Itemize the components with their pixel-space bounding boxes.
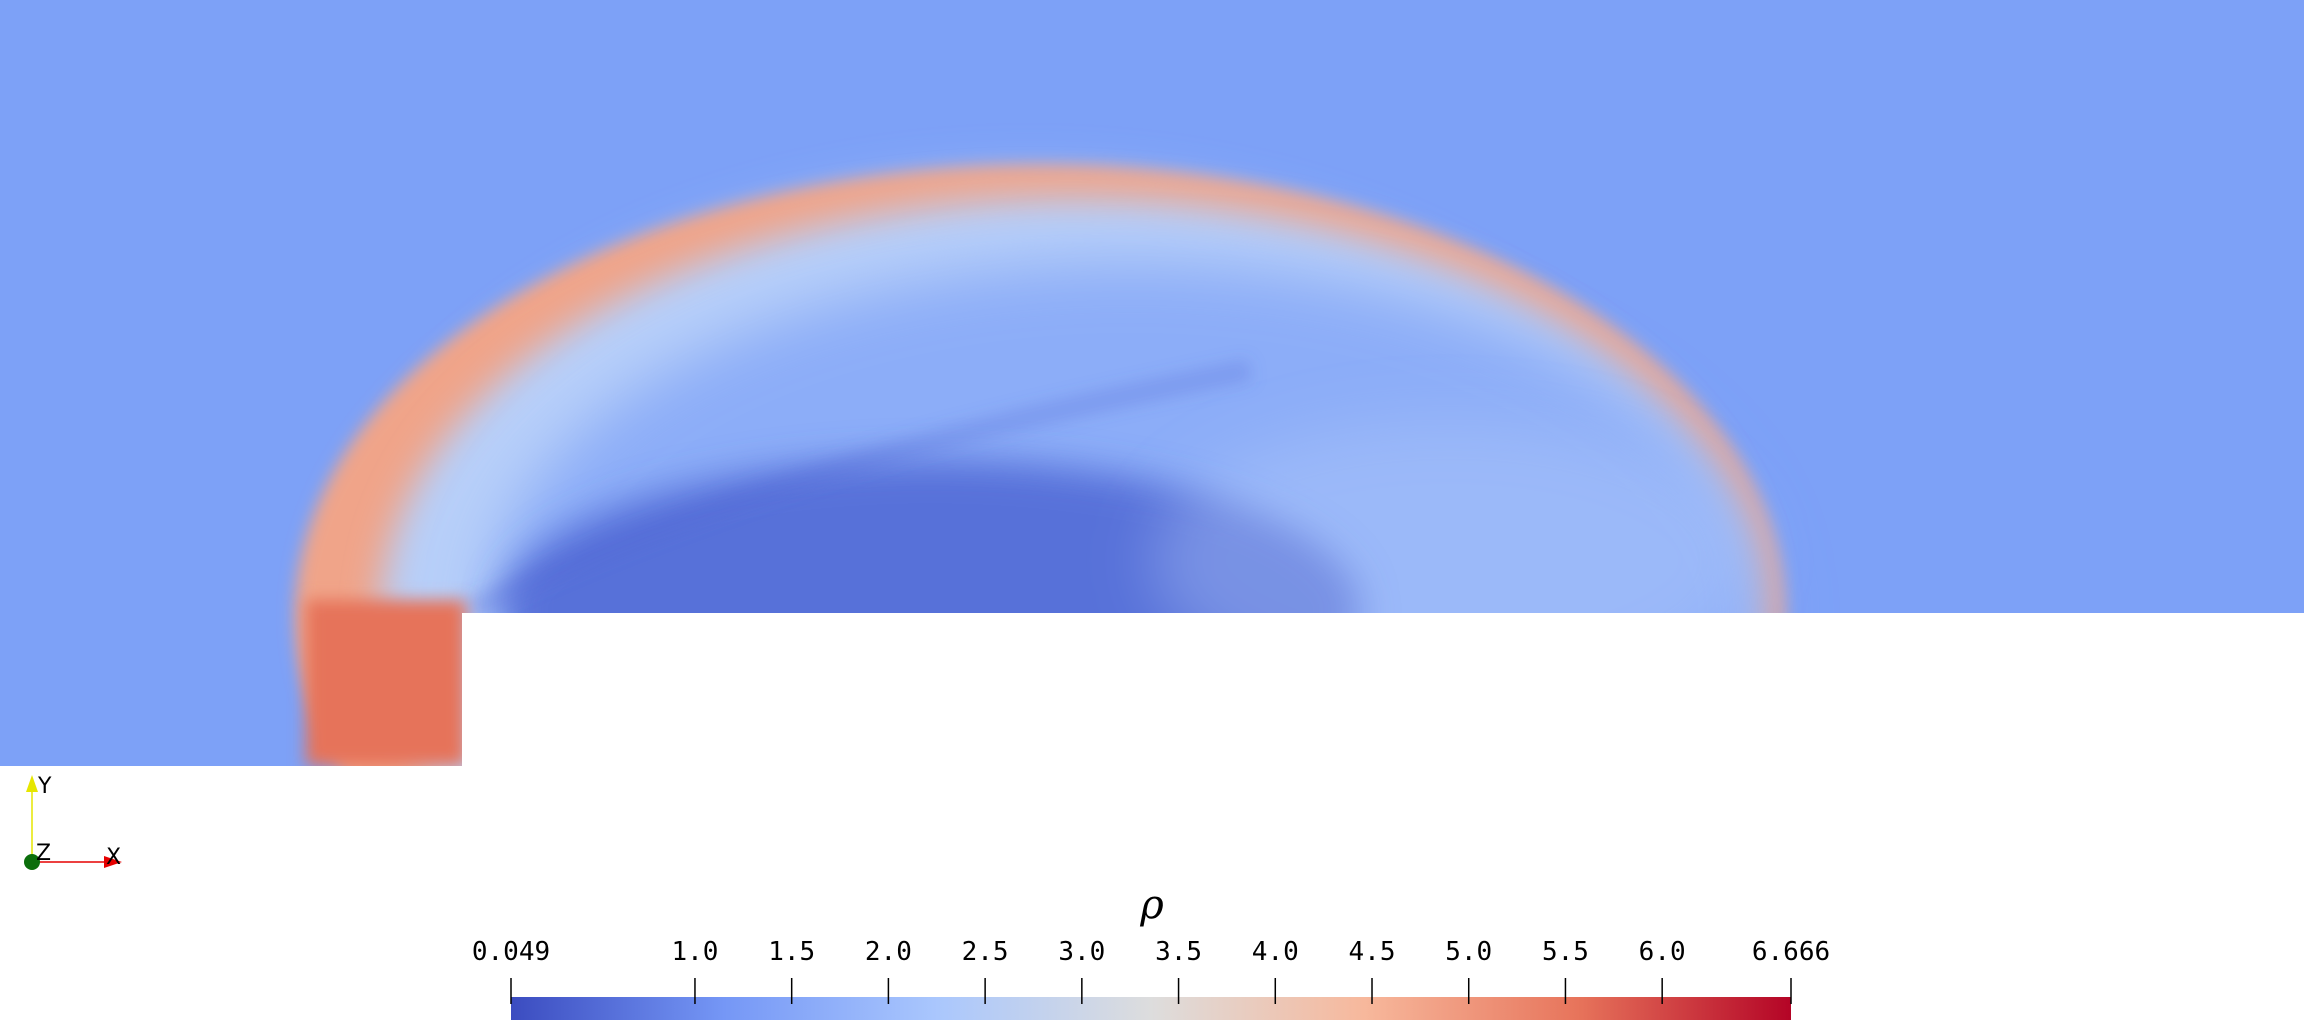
- colorbar-tick-label: 2.5: [962, 937, 1009, 967]
- legend-title: ρ: [1139, 882, 1164, 928]
- y-axis-label: Y: [37, 774, 52, 799]
- z-axis-dot: [24, 854, 40, 870]
- orientation-axes: Y Z X: [24, 774, 122, 870]
- color-legend: ρ 0.049 6.666 1.0 1.5 2.0 2.5 3.0 3.5 4.0 4.5 5.…: [472, 882, 1830, 1020]
- colorbar-tick-label: 5.0: [1445, 937, 1492, 967]
- colorbar-ticks: [510, 978, 1792, 1004]
- colorbar-max-label: 6.666: [1752, 937, 1830, 967]
- colorbar-tick-label: 5.5: [1542, 937, 1589, 967]
- x-axis-label: X: [106, 845, 121, 870]
- y-axis-arrowhead: [26, 775, 38, 792]
- colorbar-tick-label: 6.0: [1639, 937, 1686, 967]
- colorbar-tick-label: 1.0: [671, 937, 718, 967]
- colorbar-min-label: 0.049: [472, 937, 550, 967]
- z-axis-label: Z: [36, 841, 51, 866]
- secondary-structure: [1150, 420, 1750, 700]
- colorbar-tick-label: 4.0: [1252, 937, 1299, 967]
- colorbar-tick-label: 2.0: [865, 937, 912, 967]
- colorbar-tick-label: 4.5: [1349, 937, 1396, 967]
- colorbar-tick-label: 3.0: [1058, 937, 1105, 967]
- colorbar-gradient: [511, 997, 1791, 1020]
- contact-surface: [465, 359, 1253, 620]
- colorbar-tick-label: 3.5: [1155, 937, 1202, 967]
- compressed-gas-region: [306, 600, 466, 766]
- colorbar-tick-labels: 1.0 1.5 2.0 2.5 3.0 3.5 4.0 4.5 5.0 5.5 6.0: [671, 937, 1685, 967]
- x-axis-arrowhead: [104, 856, 122, 868]
- colorbar-tick-label: 1.5: [768, 937, 815, 967]
